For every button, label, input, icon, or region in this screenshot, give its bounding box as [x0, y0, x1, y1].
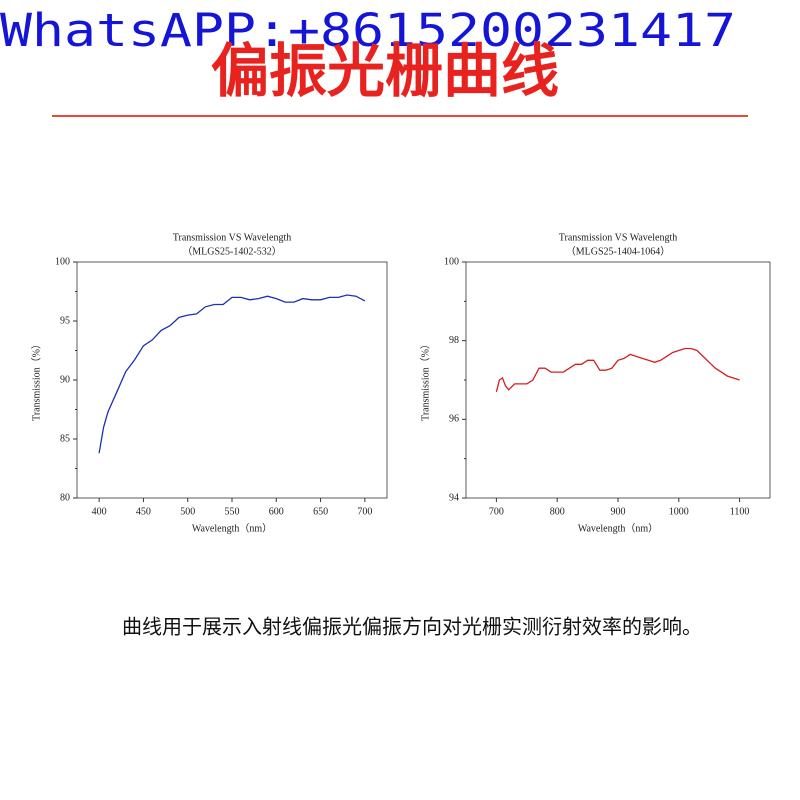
chart-title: Transmission VS Wavelength — [559, 232, 677, 243]
y-tick-label: 85 — [60, 433, 70, 444]
x-tick-label: 1000 — [669, 506, 689, 517]
x-tick-label: 900 — [611, 506, 626, 517]
y-axis-label: Transmission（%） — [30, 339, 42, 421]
x-tick-label: 450 — [136, 506, 151, 517]
caption: 曲线用于展示入射线偏振光偏振方向对光栅实测衍射效率的影响。 — [122, 615, 702, 639]
x-tick-label: 1100 — [730, 506, 750, 517]
y-tick-label: 94 — [449, 492, 459, 503]
y-tick-label: 80 — [60, 492, 70, 503]
y-axis-label: Transmission（%） — [419, 339, 431, 421]
x-axis-label: Wavelength（nm） — [578, 522, 658, 534]
y-tick-label: 95 — [60, 315, 70, 326]
chart-title: Transmission VS Wavelength — [173, 232, 291, 243]
x-tick-label: 800 — [550, 506, 565, 517]
x-tick-label: 650 — [313, 506, 328, 517]
x-tick-label: 700 — [357, 506, 372, 517]
x-axis-label: Wavelength（nm） — [192, 522, 272, 534]
y-tick-label: 100 — [444, 256, 459, 267]
data-line — [98, 294, 366, 454]
data-line — [495, 347, 740, 392]
chart-subtitle: （MLGS25-1402-532） — [182, 245, 281, 257]
x-tick-label: 550 — [225, 506, 240, 517]
y-tick-label: 100 — [55, 256, 70, 267]
y-tick-label: 98 — [449, 335, 459, 346]
page-title: 偏振光栅曲线 — [211, 37, 559, 105]
x-tick-label: 500 — [180, 506, 195, 517]
x-tick-label: 700 — [489, 506, 504, 517]
contact: WhatsAPP:+8615200231417 — [0, 4, 736, 57]
x-tick-label: 600 — [269, 506, 284, 517]
y-tick-label: 90 — [60, 374, 70, 385]
x-tick-label: 400 — [92, 506, 107, 517]
y-tick-label: 96 — [449, 414, 459, 425]
chart-subtitle: （MLGS25-1404-1064） — [566, 245, 670, 257]
